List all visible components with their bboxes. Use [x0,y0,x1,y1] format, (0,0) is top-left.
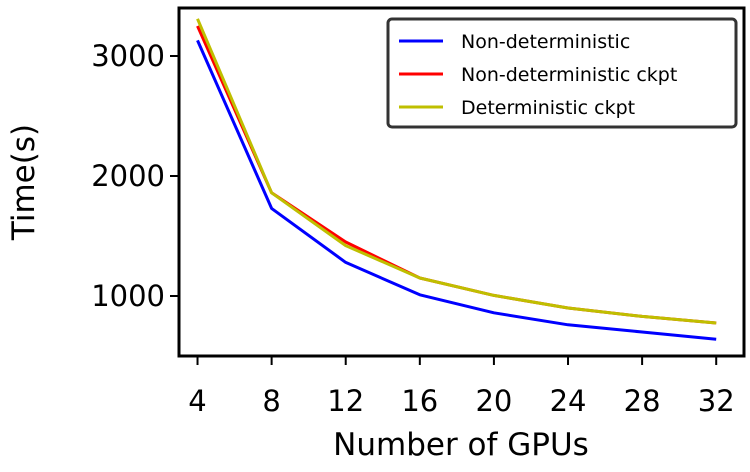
legend-label: Non-deterministic ckpt [461,64,677,86]
x-axis-title: Number of GPUs [333,427,589,463]
series-lines [196,18,717,341]
series-line-3 [196,18,717,325]
y-tick-label: 3000 [91,39,165,73]
x-tick-label: 24 [550,384,587,418]
series-line-1 [196,39,717,341]
x-tick-label: 20 [475,384,512,418]
legend-label: Non-deterministic [461,31,630,53]
x-tick-label: 32 [698,384,735,418]
x-tick-label: 28 [624,384,661,418]
y-tick-label: 1000 [91,279,165,313]
x-axis: 4 8 12 16 20 24 28 32 [188,356,735,418]
legend: Non-deterministic Non-deterministic ckpt D… [386,17,738,129]
y-tick-label: 2000 [91,159,165,193]
y-axis: 1000 2000 3000 [91,39,179,313]
legend-box [386,17,738,129]
legend-label: Deterministic ckpt [461,97,635,119]
x-tick-label: 16 [401,384,438,418]
y-axis-title: Time(s) [6,124,42,241]
x-tick-label: 8 [262,384,280,418]
x-tick-label: 12 [327,384,364,418]
plot-frame [177,6,746,358]
x-tick-label: 4 [188,384,206,418]
